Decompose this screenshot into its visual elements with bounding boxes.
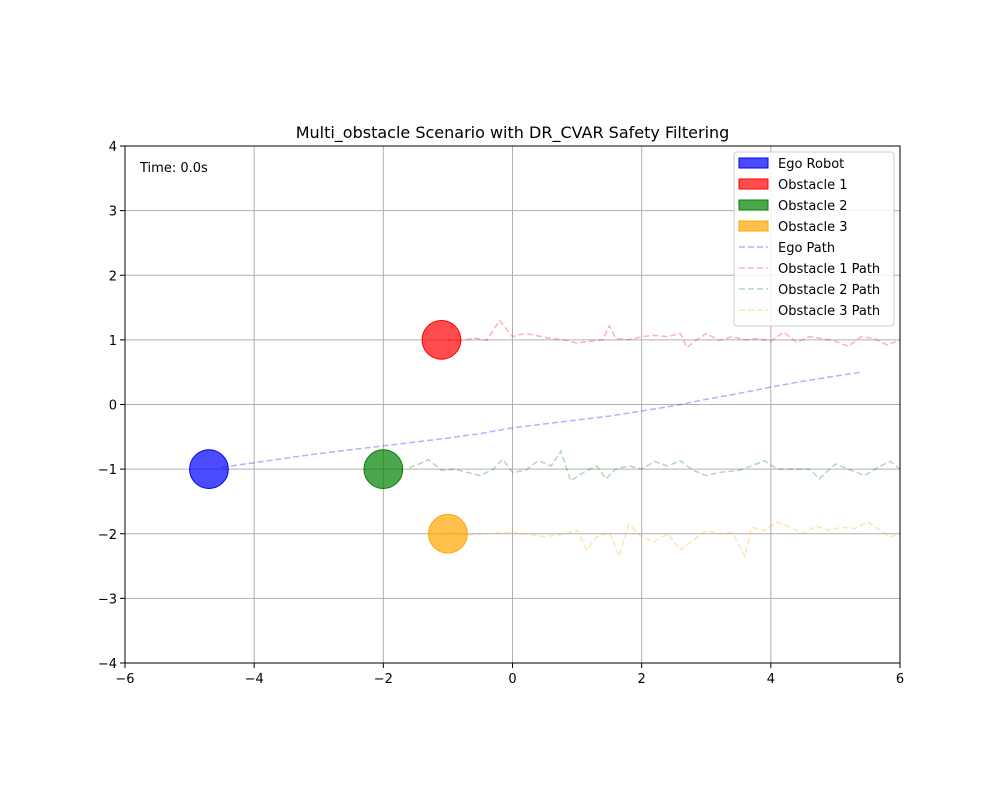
x-tick-label: −6 (115, 672, 134, 687)
ego-robot-marker (189, 449, 229, 489)
agent-markers (189, 320, 468, 554)
time-annotation: Time: 0.0s (139, 161, 208, 176)
obstacle-3-marker (428, 513, 468, 554)
legend: Ego Robot Obstacle 1 Obstacle 2 Obstacle 3 E… (733, 151, 895, 327)
legend-label-obstacle-1: Obstacle 1 (778, 178, 847, 193)
y-tick-label: 2 (109, 269, 117, 284)
legend-label-obstacle-3: Obstacle 3 (778, 220, 847, 235)
obstacle-2-path-line (408, 449, 901, 482)
y-tick-label: 4 (109, 140, 117, 155)
legend-swatch-obstacle-3 (738, 220, 769, 232)
legend-label-obstacle-3-path: Obstacle 3 Path (778, 304, 880, 319)
ego-path-line (221, 371, 862, 468)
legend-swatch-obstacle-1 (738, 178, 769, 190)
x-tick-label: −2 (374, 672, 393, 687)
obstacle-1-marker (421, 320, 462, 360)
chart-title: Multi_obstacle Scenario with DR_CVAR Saf… (296, 123, 730, 143)
x-tick-label: 6 (896, 672, 904, 687)
obstacle-2-marker (363, 449, 404, 489)
obstacle-3-path-line (441, 521, 901, 559)
y-tick-label: −3 (98, 592, 117, 607)
obstacle-1-path-line (447, 319, 901, 349)
legend-label-obstacle-2: Obstacle 2 (778, 199, 847, 214)
legend-label-obstacle-1-path: Obstacle 1 Path (778, 262, 880, 277)
x-tick-label: 0 (508, 672, 516, 687)
x-tick-label: 4 (767, 672, 775, 687)
y-tick-label: 3 (109, 205, 117, 220)
x-tick-label: 2 (638, 672, 646, 687)
legend-swatch-obstacle-2 (738, 199, 769, 211)
legend-label-ego-robot: Ego Robot (778, 157, 844, 172)
legend-label-obstacle-2-path: Obstacle 2 Path (778, 283, 880, 298)
y-tick-label: −2 (98, 528, 117, 543)
path-lines (221, 319, 901, 559)
y-tick-label: 0 (109, 399, 117, 414)
legend-box (733, 151, 895, 327)
y-tick-label: −1 (98, 463, 117, 478)
y-tick-label: 1 (109, 334, 117, 349)
legend-swatch-ego-robot (738, 157, 769, 169)
legend-label-ego-path: Ego Path (778, 241, 835, 256)
y-tick-label: −4 (98, 657, 117, 672)
x-tick-label: −4 (245, 672, 264, 687)
